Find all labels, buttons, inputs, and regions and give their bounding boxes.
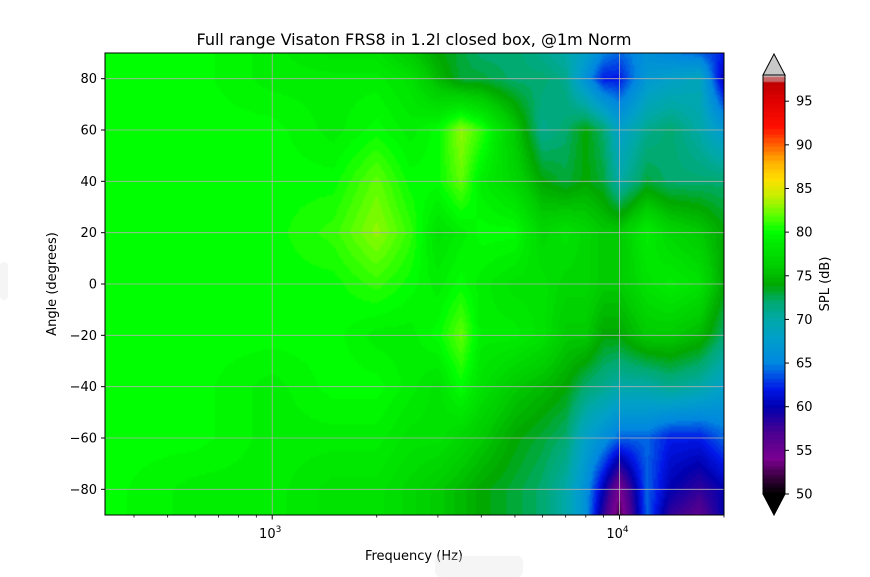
colorbar-tick-label: 55	[796, 444, 813, 459]
colorbar: 95 90 85 80 75 70 65 60 55 50 SPL (dB)	[762, 52, 833, 517]
y-axis-ticks: 80 60 40 20 0 −20 −40 −60 −80	[70, 72, 105, 498]
colorbar-tick-label: 80	[796, 226, 813, 241]
x-axis-ticks: 103 104	[133, 515, 725, 542]
colorbar-tick-label: 90	[796, 138, 813, 153]
y-tick-label: 40	[80, 175, 97, 190]
y-tick-label: −60	[70, 432, 97, 447]
colorbar-tick-label: 65	[796, 357, 813, 372]
colorbar-extend-top	[762, 52, 786, 76]
y-tick-label: −80	[70, 483, 97, 498]
chart-title: Full range Visaton FRS8 in 1.2l closed b…	[197, 30, 632, 49]
colorbar-tick-label: 75	[796, 269, 813, 284]
colorbar-tick-label: 60	[796, 400, 813, 415]
y-tick-label: −20	[70, 329, 97, 344]
y-tick-label: 80	[80, 72, 97, 87]
grid-lines	[105, 53, 724, 515]
y-tick-label: 60	[80, 124, 97, 139]
colorbar-tick-label: 95	[796, 95, 813, 110]
y-tick-label: −40	[70, 380, 97, 395]
colorbar-tick-label: 85	[796, 182, 813, 197]
y-tick-label: 20	[80, 226, 97, 241]
x-tick-label: 103	[259, 525, 281, 542]
colorbar-tick-label: 50	[796, 488, 813, 503]
colorbar-ticks: 95 90 85 80 75 70 65 60 55 50	[785, 95, 813, 503]
colorbar-gradient	[763, 75, 785, 494]
colorbar-label: SPL (dB)	[818, 257, 833, 312]
colorbar-extend-bottom	[762, 493, 786, 517]
y-tick-label: 0	[89, 278, 97, 293]
x-tick-label: 104	[606, 525, 629, 542]
y-axis-label: Angle (degrees)	[45, 232, 60, 336]
faded-toolbar-left	[0, 262, 8, 300]
faded-toolbar-bottom	[435, 556, 523, 577]
x-axis-label: Frequency (Hz)	[365, 549, 463, 564]
colorbar-tick-label: 70	[796, 313, 813, 328]
